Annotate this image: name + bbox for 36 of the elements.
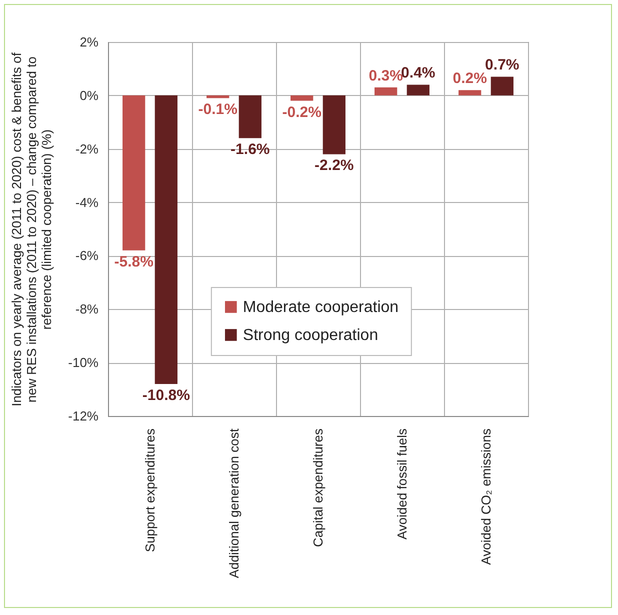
x-tick-label: Additional generation cost: [226, 428, 242, 578]
bar: [374, 87, 398, 96]
y-tick-label: -10%: [68, 355, 99, 370]
data-label: -5.8%: [114, 253, 154, 270]
bar: [458, 90, 482, 96]
legend-label: Strong cooperation: [242, 326, 378, 344]
data-label: -1.6%: [230, 141, 270, 158]
x-tick-label: Avoided fossil fuels: [394, 428, 410, 540]
data-label: -0.2%: [282, 104, 322, 121]
data-label: 0.2%: [452, 70, 487, 88]
data-label: -2.2%: [314, 157, 354, 174]
y-tick-label: -8%: [75, 302, 99, 317]
bar: [290, 95, 314, 101]
x-tick-label: Capital expenditures: [310, 428, 326, 548]
bar: [206, 95, 230, 98]
y-tick-label: -2%: [75, 141, 99, 156]
data-label: 0.4%: [401, 64, 436, 82]
bar: [406, 84, 430, 96]
data-label: -0.1%: [198, 101, 238, 118]
x-tick-label: Avoided CO₂ emissions: [478, 428, 494, 565]
data-label: 0.3%: [368, 67, 403, 84]
y-tick-label: 0%: [80, 88, 99, 103]
y-tick-label: -4%: [75, 194, 99, 210]
data-label: -10.8%: [142, 386, 190, 404]
data-label: 0.7%: [485, 56, 520, 74]
y-tick-label: -12%: [68, 408, 99, 424]
bar: [122, 95, 146, 250]
legend-label: Moderate cooperation: [242, 298, 399, 316]
bar: [154, 95, 178, 384]
bar: [490, 76, 514, 96]
y-tick-label: 2%: [80, 34, 99, 50]
bar: [238, 95, 262, 138]
bar: [322, 95, 346, 154]
y-tick-label: -6%: [75, 248, 99, 264]
y-axis-title: Indicators on yearly average (2011 to 2020) cost & benefits of new RES installations (2011 to 2020) – change compared to reference (limited cooperation) (%): [9, 52, 54, 406]
x-tick-label: Support expenditures: [142, 428, 158, 552]
